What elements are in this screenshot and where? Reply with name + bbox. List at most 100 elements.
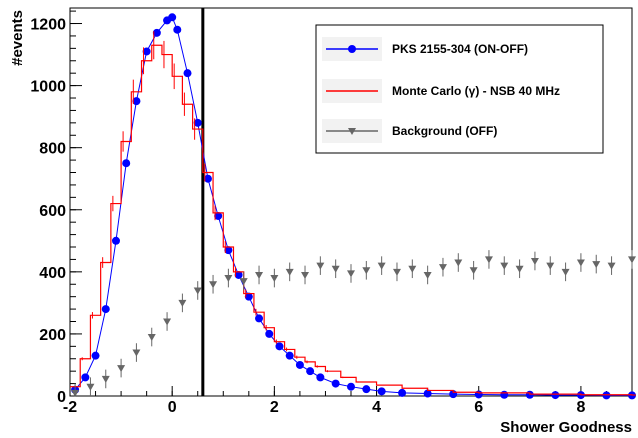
pks-point <box>255 314 264 323</box>
background-point <box>347 270 355 278</box>
background-point <box>592 261 601 269</box>
background-point <box>515 265 524 273</box>
background-point <box>71 389 80 397</box>
pks-point <box>525 390 534 399</box>
legend-swatch-marker <box>348 45 356 53</box>
legend-entry-2: Background (OFF) <box>392 124 497 138</box>
pks-point <box>331 379 340 388</box>
x-tick-label: 8 <box>576 399 585 416</box>
background-point <box>178 299 187 307</box>
background-point <box>163 318 172 326</box>
pks-point <box>265 329 274 338</box>
background-point <box>628 256 636 264</box>
pks-point <box>316 373 325 382</box>
pks-point <box>275 342 284 351</box>
pks-point <box>193 118 202 127</box>
pks-point <box>285 351 294 360</box>
series-2 <box>71 250 636 397</box>
pks-point <box>347 382 355 391</box>
background-point <box>331 265 340 273</box>
pks-point <box>500 390 509 399</box>
background-point <box>301 271 310 279</box>
background-point <box>546 262 555 270</box>
background-point <box>224 275 233 283</box>
x-tick-label: 4 <box>372 399 381 416</box>
y-tick-label: 400 <box>39 265 66 282</box>
background-point <box>392 268 401 276</box>
background-point <box>561 268 570 276</box>
background-point <box>209 281 218 289</box>
pks-point <box>244 292 253 301</box>
pks-point <box>168 13 177 22</box>
pks-point <box>183 69 192 78</box>
background-point <box>316 262 325 270</box>
background-point <box>576 259 585 267</box>
pks-point <box>306 367 315 376</box>
y-tick-label: 0 <box>57 389 66 406</box>
background-point <box>408 265 417 273</box>
background-point <box>438 264 447 272</box>
x-tick-label: 2 <box>270 399 279 416</box>
background-point <box>101 375 110 383</box>
series-layer <box>70 13 636 400</box>
legend-swatch-marker <box>348 128 356 135</box>
pks-point <box>132 97 141 106</box>
background-point <box>530 257 539 265</box>
background-point <box>255 271 264 279</box>
pks-point <box>362 385 371 394</box>
background-point <box>500 262 509 270</box>
background-point <box>377 262 386 270</box>
pks-point <box>173 25 182 34</box>
x-tick-label: -2 <box>63 399 77 416</box>
y-tick-label: 200 <box>39 327 66 344</box>
series-1 <box>70 31 636 396</box>
pks-point <box>602 391 611 400</box>
pks-point <box>203 174 212 183</box>
pks-point <box>224 246 233 255</box>
pks-point <box>122 159 131 168</box>
pks-point <box>398 388 407 397</box>
background-point <box>469 267 478 275</box>
pks-point <box>551 391 560 400</box>
background-point <box>454 259 463 267</box>
pks-point <box>142 47 151 56</box>
pks-point <box>152 28 161 37</box>
pks-point <box>91 351 100 360</box>
y-tick-label: 1200 <box>30 17 66 34</box>
x-tick-label: 0 <box>168 399 177 416</box>
background-point <box>285 268 294 276</box>
pks-point <box>214 211 223 220</box>
x-tick-label: 6 <box>474 399 483 416</box>
y-axis-title: #events <box>9 10 26 66</box>
background-point <box>132 349 141 357</box>
background-point <box>86 383 95 391</box>
y-tick-label: 800 <box>39 141 66 158</box>
pks-point <box>81 373 90 382</box>
y-tick-label: 600 <box>39 203 66 220</box>
monte-carlo-line <box>70 44 636 396</box>
background-point <box>193 287 202 295</box>
background-point <box>147 334 156 342</box>
pks-point <box>295 360 304 369</box>
background-point <box>607 262 616 270</box>
background-point <box>484 256 493 264</box>
pks-point <box>234 270 243 279</box>
background-point <box>423 271 432 279</box>
x-axis-title: Shower Goodness <box>500 419 632 436</box>
legend-entry-0: PKS 2155-304 (ON-OFF) <box>392 42 528 56</box>
y-tick-label: 1000 <box>30 79 66 96</box>
pks-point <box>377 387 386 396</box>
background-point <box>270 275 279 283</box>
pks-point <box>423 389 432 398</box>
background-point <box>239 278 248 286</box>
pks-point <box>101 305 110 314</box>
legend: PKS 2155-304 (ON-OFF) Monte Carlo (γ) - N… <box>315 24 604 154</box>
legend-entry-1: Monte Carlo (γ) - NSB 40 MHz <box>392 84 560 98</box>
background-point <box>362 267 371 275</box>
pks-point <box>111 236 120 245</box>
background-point <box>117 365 126 373</box>
pks-point <box>474 390 483 399</box>
